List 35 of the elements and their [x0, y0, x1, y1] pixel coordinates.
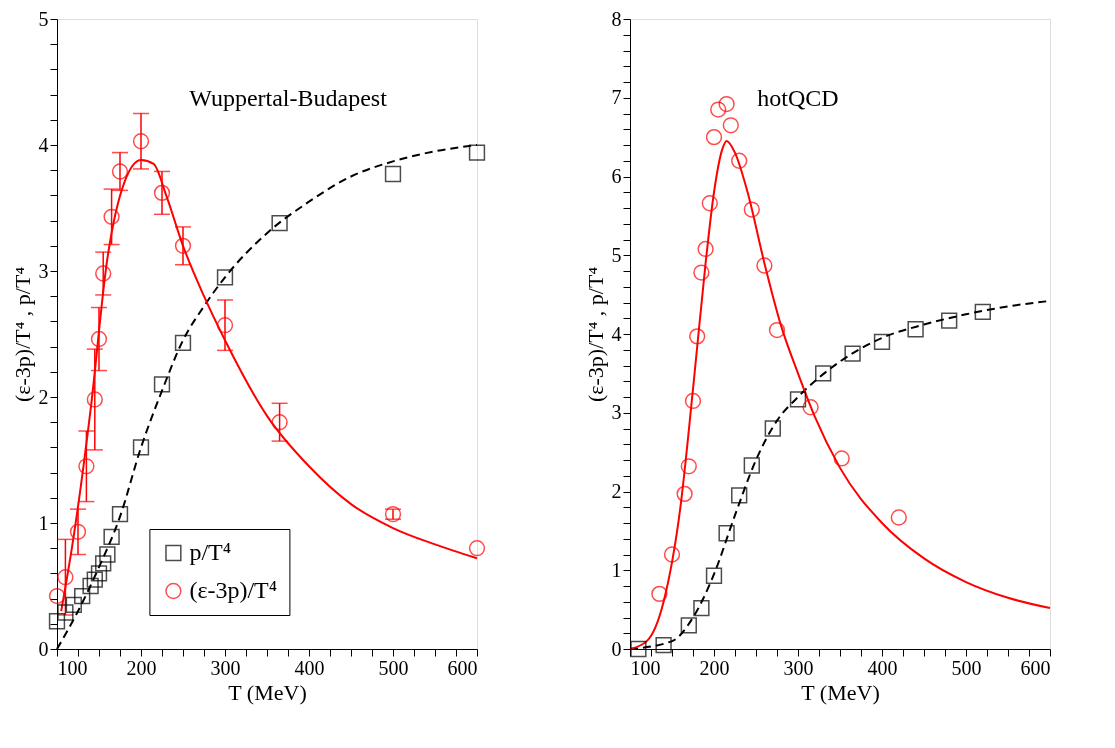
- x-axis-title: T (MeV): [801, 679, 880, 705]
- x-tick-label: 500: [378, 656, 409, 679]
- x-tick-label: 400: [867, 656, 898, 679]
- annotation: Wuppertal-Budapest: [189, 85, 388, 111]
- y-tick-label: 1: [611, 558, 622, 581]
- x-tick-label: 600: [447, 656, 478, 679]
- y-tick-label: 3: [38, 259, 49, 282]
- y-axis-title: (ε-3p)/T⁴ , p/T⁴: [582, 266, 608, 403]
- x-tick-label: 400: [294, 656, 325, 679]
- x-tick-label: 500: [951, 656, 982, 679]
- x-tick-label: 600: [1020, 656, 1051, 679]
- x-tick-label: 300: [210, 656, 241, 679]
- x-tick-label: 200: [126, 656, 157, 679]
- y-tick-label: 2: [38, 385, 49, 408]
- y-tick-label: 0: [38, 637, 49, 660]
- y-tick-label: 2: [611, 480, 622, 502]
- y-tick-label: 4: [611, 322, 622, 345]
- x-tick-label: 100: [630, 656, 661, 679]
- annotation: hotQCD: [757, 85, 839, 111]
- y-axis-title: (ε-3p)/T⁴ , p/T⁴: [9, 266, 35, 403]
- y-tick-label: 0: [611, 637, 622, 660]
- x-tick-label: 200: [699, 656, 730, 679]
- legend-label: p/T⁴: [189, 539, 232, 565]
- y-tick-label: 5: [38, 7, 49, 30]
- x-tick-label: 300: [783, 656, 814, 679]
- legend-label: (ε-3p)/T⁴: [189, 577, 278, 603]
- y-tick-label: 4: [38, 133, 49, 156]
- y-tick-label: 3: [611, 401, 622, 424]
- y-tick-label: 7: [611, 86, 622, 109]
- y-tick-label: 8: [611, 7, 622, 30]
- x-axis-title: T (MeV): [228, 679, 307, 705]
- y-tick-label: 5: [611, 243, 622, 266]
- x-tick-label: 100: [57, 656, 88, 679]
- y-tick-label: 1: [38, 511, 49, 534]
- y-tick-label: 6: [611, 165, 622, 187]
